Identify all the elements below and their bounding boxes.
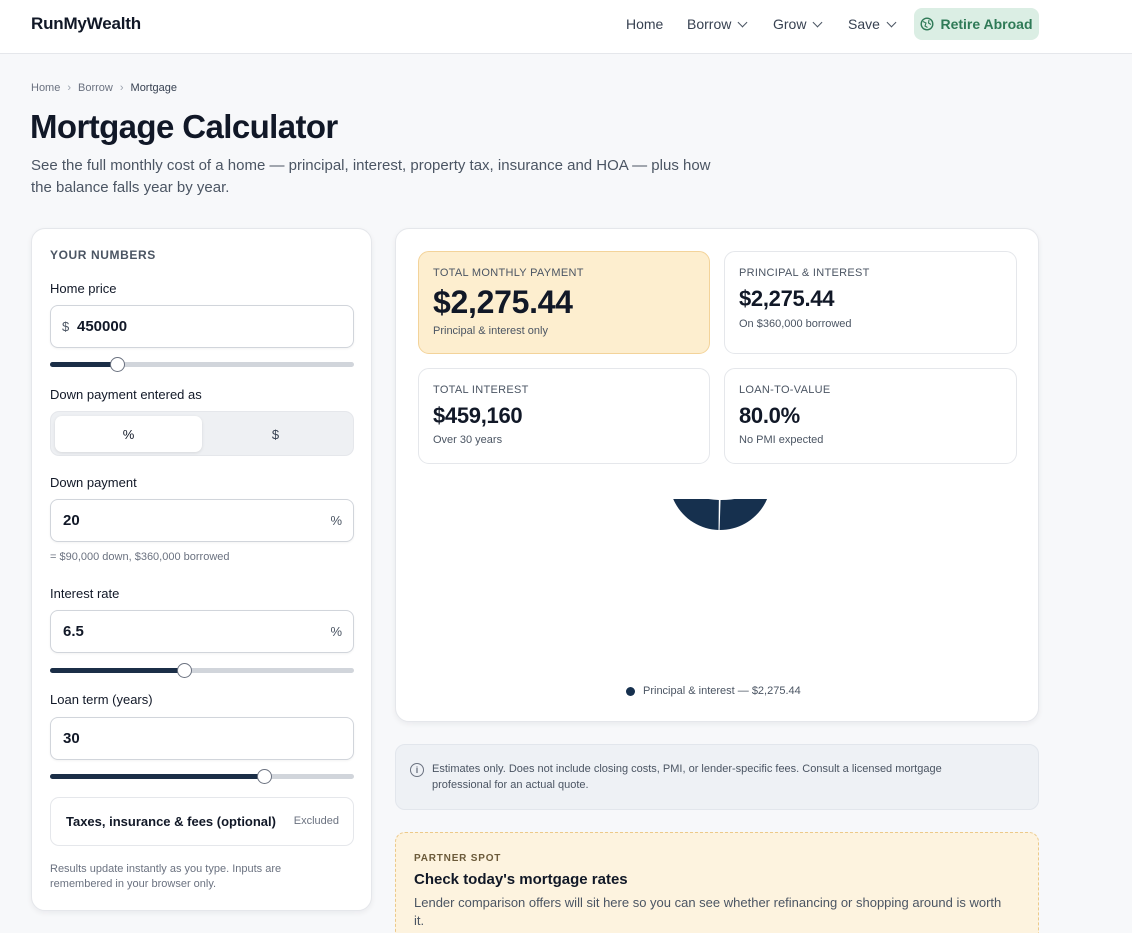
globe-icon [920,17,934,31]
nav-save-label: Save [848,16,880,32]
legend-swatch [626,686,635,696]
home-price-label: Home price [50,281,117,296]
breadcrumb-home[interactable]: Home [31,82,61,94]
total-monthly-value: $2,275.44 [433,284,573,320]
nav-grow-label: Grow [773,16,807,32]
nav-save[interactable]: Save [848,16,897,32]
principal-interest-label: PRINCIPAL & INTEREST [739,267,870,279]
home-price-slider-thumb[interactable] [109,357,125,372]
total-interest-card: TOTAL INTEREST $459,160 Over 30 years [418,368,710,464]
down-mode-toggle: % $ [50,411,354,456]
inputs-panel: YOUR NUMBERS Home price $ 450000 Down pa… [31,228,372,911]
page-title: Mortgage Calculator [30,108,338,145]
loan-term-input[interactable]: 30 [50,717,354,760]
chevron-right-icon: › [67,82,72,94]
down-payment-hint: = $90,000 down, $360,000 borrowed [50,551,230,563]
nav-borrow[interactable]: Borrow [687,16,748,32]
partner-tag: PARTNER SPOT [414,853,502,864]
total-interest-value: $459,160 [433,403,523,428]
chevron-right-icon: › [119,82,124,94]
extras-toggle[interactable]: Taxes, insurance & fees (optional) Exclu… [50,797,354,846]
donut-slice-principal-interest[interactable] [640,499,800,531]
extras-label: Taxes, insurance & fees (optional) [66,814,276,829]
interest-rate-input[interactable]: 6.5 % [50,610,354,653]
interest-rate-value: 6.5 [63,623,84,640]
total-monthly-note: Principal & interest only [433,325,548,337]
breadcrumb-borrow[interactable]: Borrow [78,82,113,94]
payment-breakdown-donut [640,499,800,531]
nav-home[interactable]: Home [626,16,663,32]
loan-term-slider-thumb[interactable] [257,769,273,784]
results-panel: TOTAL MONTHLY PAYMENT $2,275.44 Principa… [395,228,1039,722]
retire-abroad-label: Retire Abroad [940,16,1033,32]
home-price-input[interactable]: $ 450000 [50,305,354,348]
partner-spot: PARTNER SPOT Check today's mortgage rate… [395,832,1039,933]
chart-legend: Principal & interest — $2,275.44 [626,685,801,697]
partner-body: Lender comparison offers will sit here s… [414,895,1002,928]
down-payment-label: Down payment [50,475,137,490]
loan-term-label: Loan term (years) [50,692,153,707]
legend-label: Principal & interest — $2,275.44 [643,685,801,697]
ltv-label: LOAN-TO-VALUE [739,384,831,396]
home-price-slider-fill [50,362,117,367]
down-mode-dollar[interactable]: $ [271,426,280,442]
partner-title[interactable]: Check today's mortgage rates [414,871,628,888]
total-monthly-label: TOTAL MONTHLY PAYMENT [433,267,584,279]
disclaimer-notice: i Estimates only. Does not include closi… [395,744,1039,810]
down-payment-value: 20 [63,512,80,529]
ltv-note: No PMI expected [739,434,824,446]
home-price-value: 450000 [77,318,128,335]
loan-term-slider-fill [50,774,265,779]
inputs-footnote: Results update instantly as you type. In… [50,863,282,890]
interest-rate-slider-thumb[interactable] [176,663,192,678]
chevron-down-icon [737,17,748,27]
interest-rate-slider-fill [50,668,184,673]
home-price-slider[interactable] [50,357,354,372]
percent-suffix: % [330,624,342,639]
total-interest-label: TOTAL INTEREST [433,384,529,396]
ltv-card: LOAN-TO-VALUE 80.0% No PMI expected [724,368,1017,464]
breadcrumb-current: Mortgage [130,82,178,94]
retire-abroad-button[interactable]: Retire Abroad [914,8,1039,40]
interest-rate-slider[interactable] [50,663,354,678]
disclaimer-text: Estimates only. Does not include closing… [432,763,942,791]
nav-home-label: Home [626,16,664,32]
top-navigation: RunMyWealth Home Borrow Grow Save Retire… [0,0,1132,54]
loan-term-slider[interactable] [50,769,354,784]
nav-borrow-label: Borrow [687,16,732,32]
down-payment-input[interactable]: 20 % [50,499,354,542]
extras-status: Excluded [293,815,339,827]
total-interest-note: Over 30 years [433,434,503,446]
principal-interest-value: $2,275.44 [739,286,835,311]
nav-grow[interactable]: Grow [773,16,823,32]
breadcrumb: Home › Borrow › Mortgage [31,82,177,94]
info-icon: i [410,763,424,777]
down-mode-label: Down payment entered as [50,387,202,402]
loan-term-value: 30 [63,730,80,747]
brand-logo[interactable]: RunMyWealth [31,14,141,33]
total-monthly-card: TOTAL MONTHLY PAYMENT $2,275.44 Principa… [418,251,710,354]
chevron-down-icon [886,17,897,27]
principal-interest-note: On $360,000 borrowed [739,318,852,330]
inputs-section-label: YOUR NUMBERS [50,248,156,262]
principal-interest-card: PRINCIPAL & INTEREST $2,275.44 On $360,0… [724,251,1017,354]
percent-suffix: % [330,513,342,528]
chevron-down-icon [813,17,823,27]
page-subtitle: See the full monthly cost of a home — pr… [31,157,711,196]
ltv-value: 80.0% [739,403,800,428]
down-mode-percent[interactable]: % [55,416,202,452]
interest-rate-label: Interest rate [50,586,120,601]
dollar-prefix: $ [62,319,70,334]
